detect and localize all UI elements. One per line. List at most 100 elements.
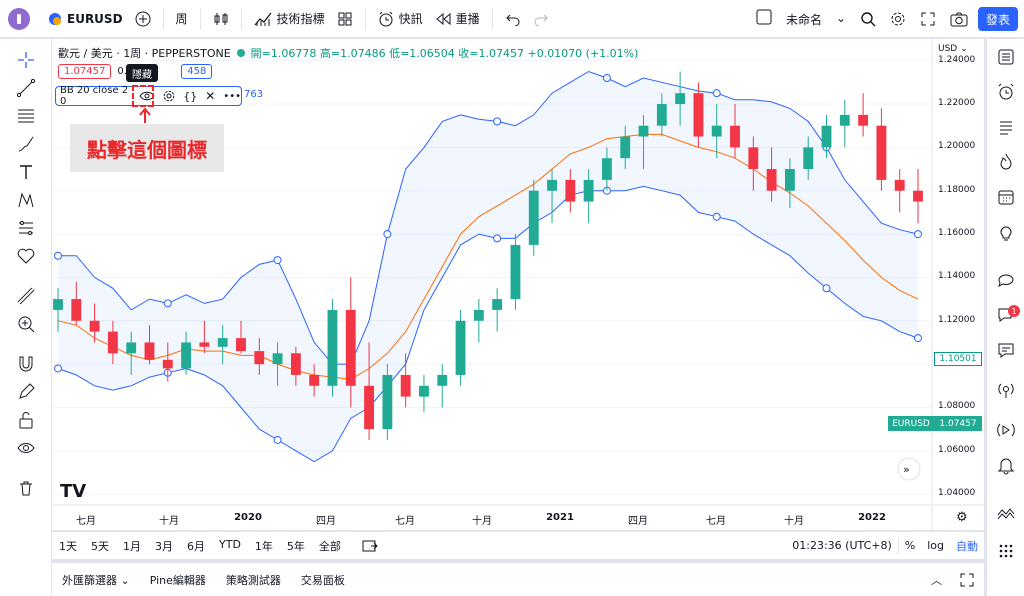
watchlist-icon[interactable] bbox=[994, 45, 1018, 69]
auto-toggle[interactable]: 自動 bbox=[956, 539, 978, 553]
goto-date-icon[interactable] bbox=[348, 539, 384, 553]
tab-pine-editor[interactable]: Pine編輯器 bbox=[149, 573, 206, 587]
compare-button[interactable] bbox=[129, 4, 157, 34]
bb-upper-handle[interactable] bbox=[273, 256, 282, 265]
range-button[interactable]: 1月 bbox=[123, 539, 141, 553]
heart-icon[interactable] bbox=[14, 244, 38, 268]
templates-button[interactable] bbox=[331, 4, 359, 34]
alarm-clock-icon[interactable] bbox=[994, 80, 1018, 104]
calendar-icon[interactable] bbox=[994, 185, 1018, 209]
log-toggle[interactable]: log bbox=[927, 539, 944, 552]
layout-checkbox[interactable] bbox=[756, 9, 772, 25]
chevron-up-icon[interactable]: ︿ bbox=[931, 573, 942, 587]
gear-icon[interactable] bbox=[890, 11, 906, 27]
replay-button[interactable]: 重播 bbox=[429, 4, 486, 34]
user-avatar[interactable] bbox=[8, 7, 30, 30]
range-button[interactable]: 5年 bbox=[286, 539, 305, 553]
redo-button[interactable] bbox=[527, 4, 555, 34]
axis-settings-gear-icon[interactable]: ⚙ bbox=[956, 510, 968, 525]
candle bbox=[894, 169, 905, 213]
candle bbox=[272, 342, 283, 386]
undo-button[interactable] bbox=[499, 4, 527, 34]
bb-upper-handle[interactable] bbox=[54, 251, 62, 260]
lightbulb-icon[interactable] bbox=[994, 220, 1018, 244]
dots-grid-icon[interactable] bbox=[994, 539, 1018, 563]
bb-indicator-legend[interactable]: BB 20 close 2 0 {} ✕ ••• bbox=[55, 85, 242, 107]
brush-icon[interactable] bbox=[14, 132, 38, 156]
fullscreen-icon[interactable] bbox=[920, 11, 936, 27]
candle bbox=[784, 158, 795, 209]
bb-upper-handle[interactable] bbox=[712, 89, 721, 98]
chat-icon[interactable] bbox=[994, 268, 1018, 292]
streams-icon[interactable] bbox=[994, 418, 1018, 442]
close-icon[interactable]: ✕ bbox=[205, 89, 216, 103]
bb-lower-handle[interactable] bbox=[712, 212, 721, 221]
candle-body bbox=[217, 338, 228, 347]
indicators-button[interactable]: 技術指標 bbox=[248, 4, 331, 34]
candle bbox=[89, 303, 100, 343]
unlock-icon[interactable] bbox=[14, 408, 38, 432]
bb-lower-handle[interactable] bbox=[493, 234, 502, 243]
tab-trading-panel[interactable]: 交易面板 bbox=[300, 573, 345, 587]
currency-button[interactable]: USD ⌄ bbox=[938, 44, 968, 54]
bb-upper-handle[interactable] bbox=[914, 230, 922, 239]
percent-toggle[interactable]: % bbox=[904, 539, 916, 552]
ideas-stream-icon[interactable] bbox=[994, 338, 1018, 362]
clock-label[interactable]: 01:23:36 (UTC+8) bbox=[792, 539, 892, 552]
data-window-icon[interactable] bbox=[994, 115, 1018, 139]
buy-button[interactable]: 458 bbox=[181, 64, 213, 79]
chart-title[interactable]: 歡元 / 美元 · 1周 · PEPPERSTONE bbox=[58, 47, 231, 60]
bb-lower-handle[interactable] bbox=[273, 435, 282, 444]
chart-canvas[interactable]: TV » ⚙ bbox=[52, 39, 984, 530]
bell-icon[interactable] bbox=[994, 453, 1018, 477]
bb-upper-handle[interactable] bbox=[493, 117, 502, 126]
symbol-search-button[interactable]: EURUSD bbox=[42, 4, 129, 34]
crosshair-icon[interactable] bbox=[14, 48, 38, 72]
zoom-in-icon[interactable] bbox=[14, 312, 38, 336]
more-icon[interactable]: ••• bbox=[223, 90, 241, 102]
search-icon[interactable] bbox=[860, 11, 876, 27]
range-button[interactable]: 1年 bbox=[254, 539, 273, 553]
red-arrow-icon bbox=[139, 108, 151, 124]
range-button[interactable]: 6月 bbox=[187, 539, 205, 553]
bb-lower-handle[interactable] bbox=[54, 364, 62, 373]
bb-upper-handle[interactable] bbox=[163, 299, 172, 308]
alerts-button[interactable]: 快訊 bbox=[372, 4, 429, 34]
range-button[interactable]: 3月 bbox=[155, 539, 173, 553]
candle bbox=[492, 288, 503, 332]
tab-forex-screener[interactable]: 外匯篩選器 ⌄ bbox=[52, 572, 140, 588]
maximize-panel-icon[interactable] bbox=[950, 573, 984, 587]
settings-gear-icon[interactable] bbox=[163, 90, 175, 102]
horizontal-lines-icon[interactable] bbox=[14, 104, 38, 128]
chart-pane[interactable]: TV » ⚙ bbox=[52, 39, 984, 530]
range-button[interactable]: 5天 bbox=[91, 539, 109, 553]
chart-type-button[interactable] bbox=[207, 4, 235, 34]
tab-strategy-tester[interactable]: 策略測試器 bbox=[225, 573, 281, 587]
pattern-icon[interactable] bbox=[14, 188, 38, 212]
range-button[interactable]: 1天 bbox=[59, 539, 77, 553]
bb-lower-handle[interactable] bbox=[822, 284, 831, 293]
publish-button[interactable]: 發表 bbox=[978, 7, 1018, 31]
layout-name-button[interactable]: 未命名 ⌄ bbox=[786, 11, 846, 28]
sell-button[interactable]: 1.07457 bbox=[58, 64, 112, 79]
scroll-to-realtime-button[interactable] bbox=[897, 457, 921, 481]
text-icon[interactable] bbox=[14, 160, 38, 184]
trash-icon[interactable] bbox=[14, 476, 38, 500]
bb-upper-handle[interactable] bbox=[602, 74, 611, 83]
range-button[interactable]: YTD bbox=[219, 537, 241, 551]
trend-line-icon[interactable] bbox=[14, 76, 38, 100]
ruler-icon[interactable] bbox=[14, 284, 38, 308]
magnet-icon[interactable] bbox=[14, 352, 38, 376]
broadcast-icon[interactable] bbox=[994, 378, 1018, 402]
bb-lower-handle[interactable] bbox=[914, 334, 922, 343]
camera-icon[interactable] bbox=[950, 11, 968, 27]
interval-button[interactable]: 周 bbox=[170, 4, 194, 34]
prediction-icon[interactable] bbox=[14, 216, 38, 240]
range-button[interactable]: 全部 bbox=[318, 539, 341, 553]
hotlist-fire-icon[interactable] bbox=[994, 150, 1018, 174]
eye-icon[interactable] bbox=[14, 436, 38, 460]
bb-upper-handle[interactable] bbox=[383, 230, 392, 239]
source-code-icon[interactable]: {} bbox=[183, 89, 198, 103]
trend-wave-icon[interactable] bbox=[994, 501, 1018, 525]
lock-pencil-icon[interactable] bbox=[14, 380, 38, 404]
